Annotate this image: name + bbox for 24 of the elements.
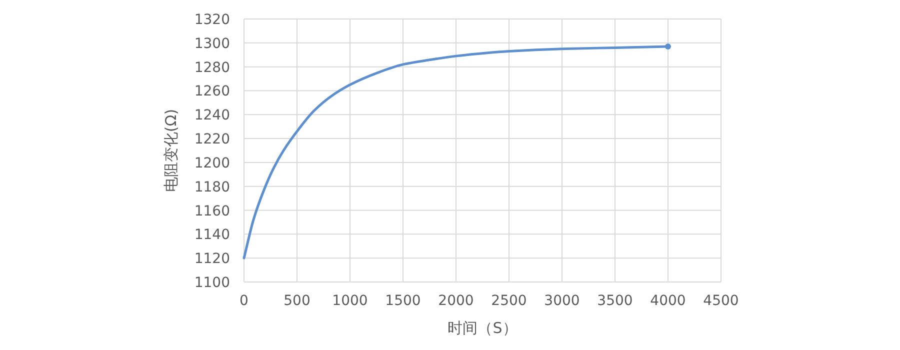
x-tick-label: 4500 xyxy=(703,293,739,309)
y-tick-label: 1180 xyxy=(194,179,230,196)
y-tick-label: 1140 xyxy=(194,227,230,244)
y-tick-label: 1160 xyxy=(194,203,230,220)
x-tick-label: 3500 xyxy=(597,293,633,309)
y-tick-label: 1240 xyxy=(194,108,230,124)
y-tick-label: 1280 xyxy=(194,60,230,76)
x-tick-label: 2000 xyxy=(438,293,474,309)
y-tick-label: 1200 xyxy=(194,155,230,172)
y-tick-label: 1100 xyxy=(194,275,230,291)
x-tick-label: 3000 xyxy=(544,293,580,309)
y-tick-label: 1300 xyxy=(194,36,230,52)
x-tick-label: 500 xyxy=(284,293,310,309)
x-tick-label: 1000 xyxy=(332,293,368,309)
y-tick-label: 1120 xyxy=(194,251,230,268)
y-tick-label: 1260 xyxy=(194,84,230,100)
x-tick-label: 4000 xyxy=(650,293,686,309)
y-tick-label: 1220 xyxy=(194,132,230,148)
x-tick-label: 1500 xyxy=(385,293,421,309)
y-tick-label: 1320 xyxy=(194,12,230,28)
x-axis-title: 时间（S） xyxy=(448,319,518,337)
x-tick-label: 0 xyxy=(240,293,248,309)
y-axis-title: 电阻变化(Ω) xyxy=(162,108,180,192)
x-tick-label: 2500 xyxy=(491,293,527,309)
